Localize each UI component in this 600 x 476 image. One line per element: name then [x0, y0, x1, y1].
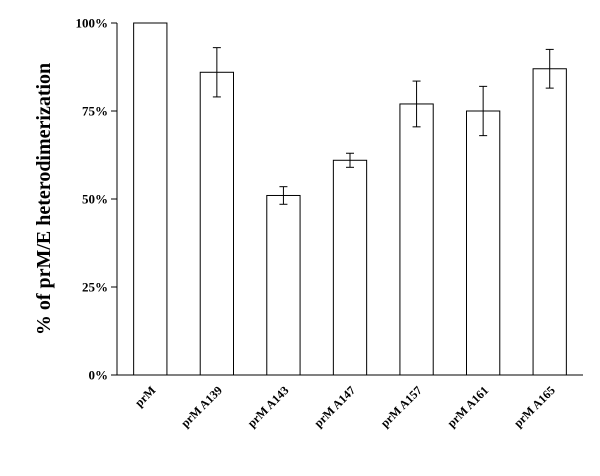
x-category-label: prM A139	[178, 383, 225, 430]
y-axis-ticks: 0% 25% 50% 75% 100%	[76, 16, 117, 383]
error-bar	[545, 48, 554, 89]
x-category-label: prM A157	[378, 383, 425, 430]
error-bar	[212, 47, 221, 98]
bar	[332, 159, 368, 376]
bar	[399, 103, 434, 376]
x-category-label: prM	[132, 383, 158, 409]
x-category-label: prM A147	[311, 383, 358, 430]
y-axis-title: % of prM/E heterodimerization	[33, 63, 55, 335]
y-tick-label: 100%	[76, 16, 109, 31]
bar	[532, 68, 567, 376]
y-tick-label: 0%	[89, 368, 109, 383]
error-bar	[479, 85, 488, 137]
y-tick-label: 25%	[82, 280, 108, 295]
x-category-label: prM A143	[245, 383, 292, 430]
error-bars	[212, 47, 554, 205]
bar	[266, 194, 301, 376]
bar	[466, 110, 501, 376]
error-bar	[279, 186, 288, 205]
bar	[199, 71, 234, 376]
y-tick-label: 50%	[82, 192, 108, 207]
x-axis-categories: prM prM A139 prM A143 prM A147 prM A157 prM A…	[132, 383, 558, 430]
x-category-label: prM A165	[511, 383, 558, 430]
x-category-label: prM A161	[444, 383, 491, 430]
bar	[133, 22, 168, 376]
bars	[133, 22, 567, 376]
y-tick-label: 75%	[82, 104, 108, 119]
error-bar	[412, 80, 421, 128]
error-bar	[346, 152, 354, 168]
